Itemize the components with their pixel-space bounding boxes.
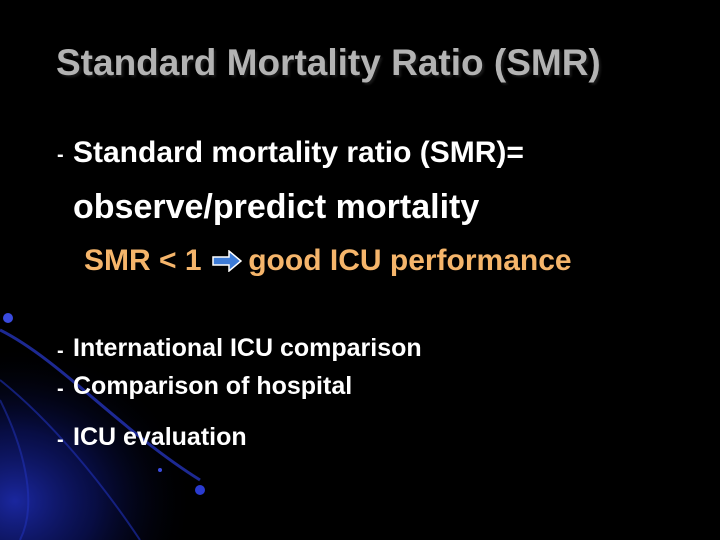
formula-text: observe/predict mortality bbox=[73, 188, 480, 226]
smr-meaning-text: good ICU performance bbox=[248, 244, 572, 277]
bullet-hospital-comparison: Comparison of hospital bbox=[73, 372, 353, 400]
bullet-dash: - bbox=[57, 340, 64, 362]
bullet-dash: - bbox=[57, 144, 64, 166]
definition-text: Standard mortality ratio (SMR)= bbox=[73, 136, 524, 169]
smr-interpretation: SMR < 1 good ICU performance bbox=[84, 244, 572, 278]
slide-title: Standard Mortality Ratio (SMR) bbox=[56, 42, 601, 83]
bullet-dash: - bbox=[57, 429, 64, 451]
right-arrow-icon bbox=[212, 250, 242, 272]
smr-threshold-text: SMR < 1 bbox=[84, 244, 202, 277]
bullet-dash: - bbox=[57, 378, 64, 400]
bullet-icu-evaluation: ICU evaluation bbox=[73, 423, 247, 451]
bullet-international-comparison: International ICU comparison bbox=[73, 334, 422, 362]
